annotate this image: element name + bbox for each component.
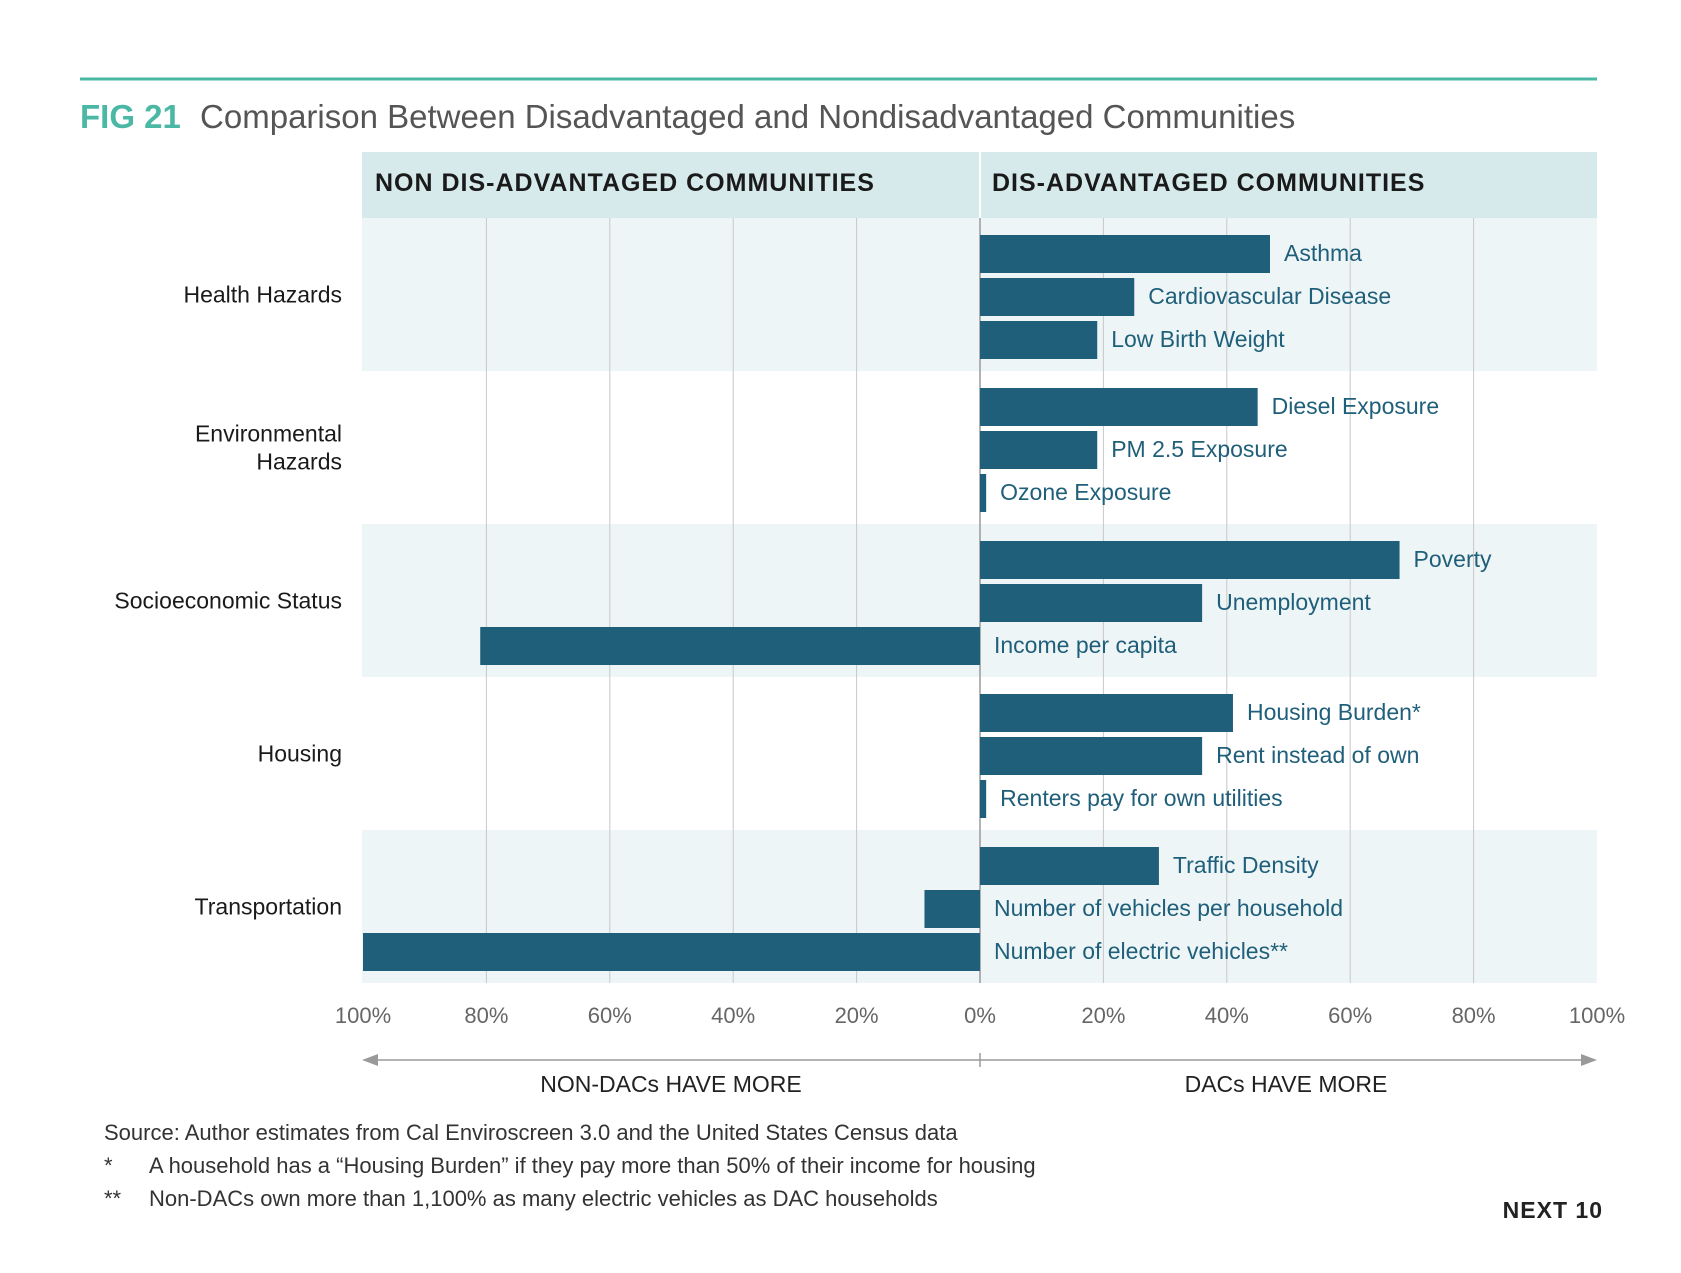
header-dac: DIS-ADVANTAGED COMMUNITIES (992, 169, 1425, 197)
bar-label: Traffic Density (1173, 852, 1319, 878)
figure-title: Comparison Between Disadvantaged and Non… (200, 98, 1295, 135)
x-tick-label: 60% (1328, 1003, 1372, 1028)
footnote-2: ** Non-DACs own more than 1,100% as many… (104, 1182, 1036, 1215)
bar (980, 694, 1233, 732)
bar (980, 541, 1400, 579)
footnote-2-text: Non-DACs own more than 1,100% as many el… (149, 1186, 938, 1211)
group-label: Socioeconomic Status (114, 588, 342, 614)
footnote-1: * A household has a “Housing Burden” if … (104, 1149, 1036, 1182)
bar-label: Rent instead of own (1216, 742, 1419, 768)
footnote-2-mark: ** (104, 1186, 122, 1211)
group-label: Hazards (256, 449, 342, 475)
source-note: Source: Author estimates from Cal Enviro… (104, 1116, 1036, 1149)
bar (980, 278, 1135, 316)
figure-title-line: FIG 21 Comparison Between Disadvantaged … (80, 98, 1295, 135)
bar (980, 388, 1258, 426)
bar (480, 627, 980, 665)
bar (980, 737, 1203, 775)
bar-label: Ozone Exposure (1000, 479, 1171, 505)
bar (980, 847, 1159, 885)
bar-label: Poverty (1414, 546, 1492, 572)
bar-labels: Asthma Cardiovascular Disease Low Birth We… (994, 240, 1492, 964)
non-dac-more-label: NON-DACs HAVE MORE (540, 1071, 802, 1097)
bar (980, 235, 1270, 273)
x-tick-label: 60% (588, 1003, 632, 1028)
footnote-1-mark: * (104, 1153, 113, 1178)
bar (980, 474, 987, 512)
x-tick-label: 0% (964, 1003, 996, 1028)
x-tick-label: 20% (1081, 1003, 1125, 1028)
dac-more-label: DACs HAVE MORE (1185, 1071, 1388, 1097)
x-tick-label: 40% (711, 1003, 755, 1028)
x-tick-label: 80% (1452, 1003, 1496, 1028)
bar-label: Asthma (1284, 240, 1362, 266)
x-tick-label: 80% (464, 1003, 508, 1028)
bar-label: Housing Burden* (1247, 699, 1421, 725)
x-tick-label: 100% (335, 1003, 391, 1028)
x-tick-label: 20% (835, 1003, 879, 1028)
bar (980, 584, 1203, 622)
bar-label: Number of electric vehicles** (994, 938, 1288, 964)
x-tick-label: 100% (1569, 1003, 1625, 1028)
group-label: Environmental (195, 421, 342, 447)
bar (363, 933, 980, 971)
bar (980, 321, 1098, 359)
bar-label: Number of vehicles per household (994, 895, 1343, 921)
bar (980, 431, 1098, 469)
bar-label: Unemployment (1216, 589, 1371, 615)
group-label: Health Hazards (183, 282, 342, 308)
header-non-dac: NON DIS-ADVANTAGED COMMUNITIES (375, 169, 875, 197)
x-tick-label: 40% (1205, 1003, 1249, 1028)
arrow-right-head (1581, 1054, 1597, 1066)
notes: Source: Author estimates from Cal Enviro… (104, 1116, 1036, 1215)
bars (363, 235, 1400, 971)
footnote-1-text: A household has a “Housing Burden” if th… (149, 1153, 1036, 1178)
group-label: Housing (258, 741, 342, 767)
figure-number: FIG 21 (80, 98, 181, 135)
x-axis-ticks: 100% 80% 60% 40% 20% 0% 20% 40% 60% 80% 100% (335, 1003, 1625, 1028)
bar-label: PM 2.5 Exposure (1111, 436, 1287, 462)
source-text: Source: Author estimates from Cal Enviro… (104, 1120, 958, 1145)
bar-label: Low Birth Weight (1111, 326, 1285, 352)
bar-label: Diesel Exposure (1272, 393, 1439, 419)
bar-label: Cardiovascular Disease (1148, 283, 1391, 309)
bar (980, 780, 987, 818)
brand-logo-text: NEXT 10 (1502, 1197, 1603, 1223)
bar (924, 890, 980, 928)
arrow-left-head (362, 1054, 378, 1066)
group-label: Transportation (195, 894, 342, 920)
bar-label: Renters pay for own utilities (1000, 785, 1283, 811)
bar-label: Income per capita (994, 632, 1177, 658)
